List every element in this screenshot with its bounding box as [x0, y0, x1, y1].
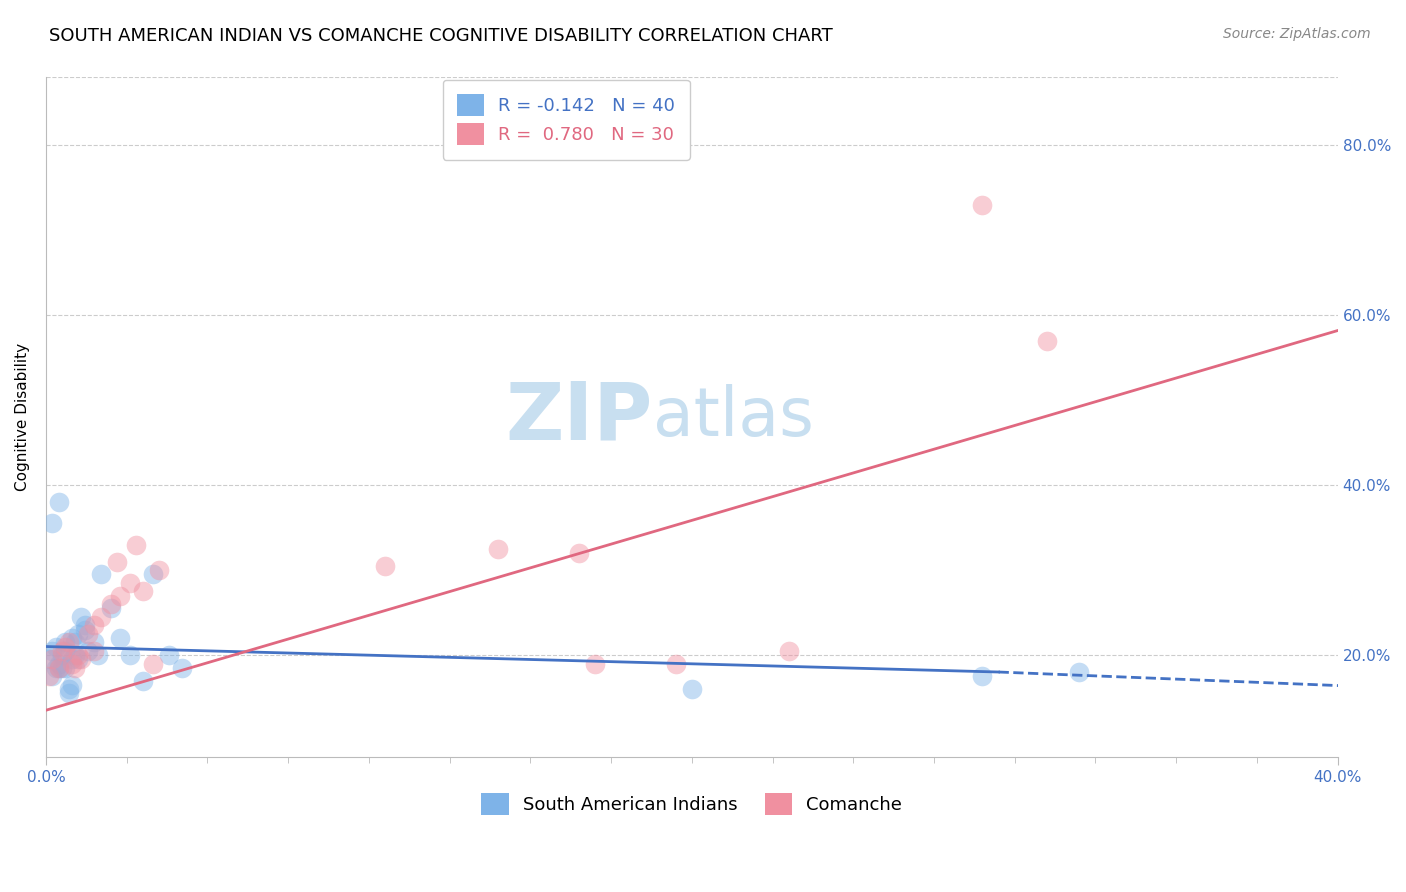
- Point: [157, 648, 180, 662]
- Point: [60, 652, 83, 666]
- Point: [100, 601, 122, 615]
- Point: [63, 661, 86, 675]
- Point: [83, 644, 105, 658]
- Point: [67, 648, 90, 662]
- Point: [38, 652, 60, 666]
- Point: [53, 635, 76, 649]
- Point: [83, 618, 105, 632]
- Point: [48, 495, 70, 509]
- Point: [51, 661, 73, 675]
- Point: [48, 661, 70, 675]
- Text: SOUTH AMERICAN INDIAN VS COMANCHE COGNITIVE DISABILITY CORRELATION CHART: SOUTH AMERICAN INDIAN VS COMANCHE COGNIT…: [49, 27, 832, 45]
- Point: [110, 589, 132, 603]
- Point: [100, 597, 122, 611]
- Text: atlas: atlas: [652, 384, 814, 450]
- Point: [51, 648, 73, 662]
- Point: [63, 648, 86, 662]
- Point: [53, 661, 76, 675]
- Point: [778, 644, 800, 658]
- Point: [583, 657, 606, 671]
- Point: [48, 657, 70, 671]
- Point: [67, 652, 90, 666]
- Point: [73, 623, 96, 637]
- Point: [90, 567, 112, 582]
- Point: [70, 652, 93, 666]
- Point: [90, 609, 112, 624]
- Point: [58, 635, 80, 649]
- Point: [63, 635, 86, 649]
- Point: [45, 640, 67, 654]
- Point: [118, 575, 141, 590]
- Point: [125, 538, 148, 552]
- Point: [53, 644, 76, 658]
- Point: [132, 584, 155, 599]
- Point: [41, 652, 63, 666]
- Point: [972, 198, 994, 212]
- Point: [60, 657, 83, 671]
- Legend: South American Indians, Comanche: South American Indians, Comanche: [474, 786, 910, 822]
- Point: [51, 644, 73, 658]
- Point: [681, 681, 703, 696]
- Point: [45, 661, 67, 675]
- Point: [58, 686, 80, 700]
- Point: [86, 648, 108, 662]
- Point: [38, 669, 60, 683]
- Point: [83, 635, 105, 649]
- Point: [132, 673, 155, 688]
- Point: [48, 661, 70, 675]
- Point: [60, 678, 83, 692]
- Point: [1069, 665, 1091, 679]
- Point: [105, 555, 128, 569]
- Y-axis label: Cognitive Disability: Cognitive Disability: [15, 343, 30, 491]
- Text: ZIP: ZIP: [506, 378, 652, 456]
- Point: [41, 669, 63, 683]
- Point: [486, 541, 509, 556]
- Point: [1036, 334, 1059, 348]
- Point: [41, 644, 63, 658]
- Point: [60, 631, 83, 645]
- Point: [67, 627, 90, 641]
- Point: [58, 681, 80, 696]
- Point: [141, 567, 163, 582]
- Point: [41, 516, 63, 531]
- Point: [77, 627, 100, 641]
- Point: [665, 657, 688, 671]
- Point: [110, 631, 132, 645]
- Point: [118, 648, 141, 662]
- Point: [70, 609, 93, 624]
- Text: Source: ZipAtlas.com: Source: ZipAtlas.com: [1223, 27, 1371, 41]
- Point: [53, 640, 76, 654]
- Point: [568, 546, 591, 560]
- Point: [972, 669, 994, 683]
- Point: [170, 661, 193, 675]
- Point: [148, 563, 170, 577]
- Point: [73, 618, 96, 632]
- Point: [77, 644, 100, 658]
- Point: [141, 657, 163, 671]
- Point: [374, 558, 396, 573]
